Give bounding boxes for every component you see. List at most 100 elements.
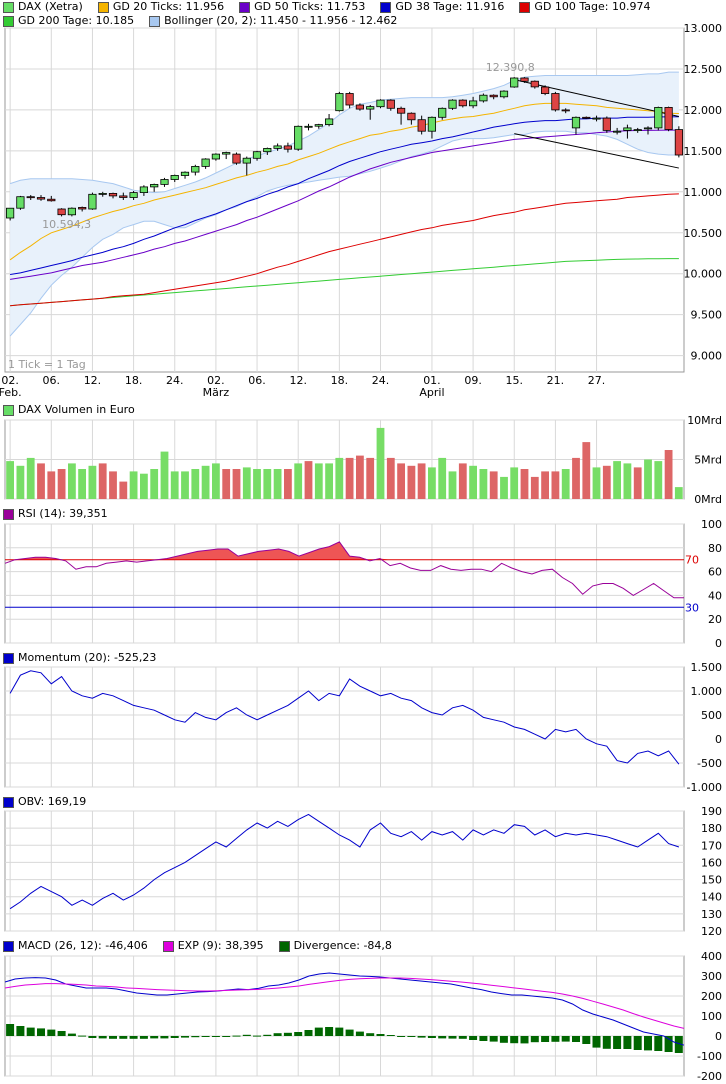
- divergence-bar: [417, 1036, 426, 1038]
- candle-down: [582, 116, 591, 119]
- price-legend-swatch: [519, 1, 531, 13]
- macd-ytick-label: -200: [697, 1070, 722, 1083]
- divergence-bar: [448, 1036, 457, 1039]
- gd200-line: [10, 258, 679, 307]
- divergence-bar: [273, 1033, 282, 1036]
- candle-up: [273, 145, 282, 149]
- candle-up: [448, 99, 457, 109]
- volume-bar-down: [664, 450, 673, 499]
- divergence-bar: [314, 1027, 323, 1036]
- divergence-bar: [98, 1036, 107, 1039]
- candle-up: [129, 192, 138, 198]
- candle-up: [211, 153, 220, 160]
- momentum-legend-swatch: [3, 652, 14, 664]
- divergence-bar: [160, 1036, 169, 1039]
- candle-down: [674, 129, 684, 156]
- divergence-bar: [499, 1036, 508, 1043]
- candle-up: [160, 179, 169, 185]
- divergence-bar: [541, 1036, 550, 1042]
- candle-up: [479, 94, 488, 102]
- price-legend-item: Bollinger (20, 2): 11.450 - 11.956 - 12.…: [146, 14, 397, 28]
- bollinger-band-fill: [10, 72, 679, 336]
- candle-up: [252, 151, 262, 159]
- volume-bar-up: [263, 469, 272, 499]
- volume-bar-up: [469, 465, 477, 499]
- divergence-bar: [47, 1029, 56, 1036]
- volume-bar-up: [181, 471, 189, 499]
- volume-bar-down: [57, 469, 66, 499]
- divergence-bar: [78, 1035, 87, 1037]
- candle-down: [489, 94, 498, 98]
- volume-bar-up: [140, 473, 148, 499]
- divergence-bar: [253, 1035, 261, 1037]
- price-legend-label: GD 20 Ticks: 11.956: [112, 0, 225, 13]
- candle-up: [98, 192, 107, 195]
- volume-bar-up: [242, 467, 251, 499]
- rsi-ytick-label: 80: [708, 542, 722, 555]
- candle-up: [314, 124, 323, 127]
- volume-bar-up: [438, 457, 447, 499]
- volume-bar-down: [572, 457, 580, 499]
- price-legend-swatch: [380, 1, 392, 13]
- rsi-frame: [4, 523, 685, 644]
- obv-line: [9, 813, 680, 910]
- divergence-bar: [26, 1027, 35, 1036]
- divergence-bar: [427, 1036, 436, 1038]
- price-legend-item: GD 50 Ticks: 11.753: [236, 0, 365, 14]
- price-legend-item: GD 200 Tage: 10.185: [0, 14, 134, 28]
- candle-up: [510, 77, 519, 88]
- divergence-bar: [366, 1033, 375, 1036]
- x-tick-label: 15.: [506, 374, 524, 387]
- divergence-bar: [170, 1036, 179, 1038]
- divergence-bar: [654, 1036, 663, 1051]
- candle-up: [88, 193, 97, 210]
- volume-bar-down: [232, 469, 241, 499]
- divergence-bar: [438, 1036, 447, 1039]
- price-ytick-label: 9.500: [691, 309, 723, 322]
- price-ytick-label: 13.000: [684, 22, 723, 35]
- obv-ytick-label: 180: [701, 822, 722, 835]
- price-legend-label: DAX (Xetra): [18, 0, 83, 13]
- divergence-bar: [561, 1036, 570, 1042]
- divergence-bar: [201, 1036, 210, 1037]
- candle-up: [201, 158, 210, 167]
- divergence-bar: [304, 1030, 313, 1036]
- price-ytick-label: 11.500: [684, 145, 723, 158]
- price-legend-label: GD 200 Tage: 10.185: [18, 14, 135, 27]
- gd50-line: [10, 129, 679, 280]
- candle-down: [407, 112, 416, 121]
- price-legend-swatch: [149, 15, 161, 27]
- candle-down: [664, 107, 673, 130]
- price-legend-label: GD 100 Tage: 10.974: [534, 0, 651, 13]
- volume-bar-up: [510, 467, 519, 499]
- rsi-legend-label: RSI (14): 39,351: [18, 507, 108, 520]
- momentum-ytick-label: 500: [701, 709, 722, 722]
- divergence-bar: [469, 1036, 478, 1040]
- volume-bar-down: [407, 465, 416, 499]
- volume-panel: 0Mrd 5Mrd 10Mrd: [4, 414, 722, 506]
- volume-bar-down: [397, 463, 405, 499]
- candle-up: [499, 90, 509, 98]
- price-legend-label: Bollinger (20, 2): 11.450 - 11.956 - 12.…: [164, 14, 398, 27]
- volume-bar-down: [602, 465, 611, 499]
- divergence-bar: [479, 1036, 488, 1041]
- macd-line: [4, 972, 685, 1046]
- price-legend-swatch: [239, 1, 251, 13]
- price-legend-swatch: [3, 15, 14, 27]
- candle-up: [633, 129, 642, 132]
- candle-down: [551, 93, 560, 111]
- divergence-bar: [489, 1036, 498, 1042]
- candle-up: [304, 125, 313, 128]
- x-tick-label: 12.: [84, 374, 102, 387]
- volume-bar-down: [47, 471, 56, 499]
- divergence-bar: [232, 1035, 241, 1037]
- candle-down: [47, 198, 56, 202]
- volume-bar-up: [6, 461, 14, 499]
- volume-bar-up: [294, 463, 303, 499]
- price-legend: DAX (Xetra) GD 20 Ticks: 11.956 GD 50 Tick…: [0, 0, 726, 28]
- divergence-bar: [386, 1035, 395, 1036]
- rsi-legend-swatch: [3, 508, 14, 520]
- divergence-bar: [582, 1036, 591, 1044]
- volume-bar-up: [335, 457, 344, 499]
- volume-bar-down: [109, 471, 117, 499]
